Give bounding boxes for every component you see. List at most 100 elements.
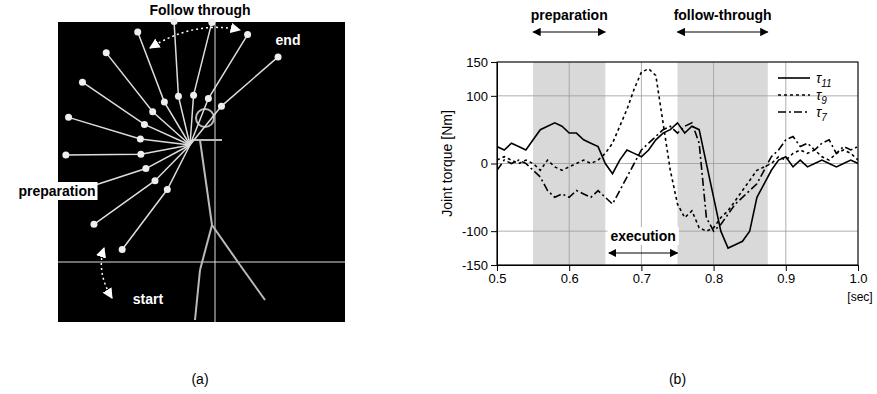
arm — [190, 57, 278, 145]
tick-label: -150 — [462, 258, 488, 273]
limb — [195, 270, 200, 320]
arm — [94, 145, 190, 224]
annotation-label: execution — [611, 228, 676, 244]
joint — [65, 114, 72, 121]
diagram-label: start — [133, 291, 164, 307]
series-line — [497, 123, 858, 231]
tick-label: 0.7 — [633, 271, 651, 286]
legend-swatch — [778, 111, 810, 113]
limb — [200, 225, 212, 270]
tick-mark — [858, 265, 859, 271]
y-axis-title: Joint torque [Nm] — [439, 110, 455, 217]
panel-b: 0.5 0.6 0.7 0.8 0.9 1.0 -150 -100 0 100 150 Joint t… — [439, 7, 873, 387]
annotation-group: execution — [608, 227, 679, 245]
legend-label: τ7 — [816, 104, 827, 123]
joint — [141, 121, 148, 128]
tick-mark — [491, 96, 497, 97]
label-background — [16, 182, 97, 200]
tick-label: 0.6 — [561, 271, 579, 286]
limb — [200, 140, 212, 225]
grid — [497, 62, 858, 265]
annotations: preparation follow-through execution — [531, 7, 772, 253]
crosshair — [215, 22, 216, 322]
axis-line — [497, 63, 498, 266]
tick: 0.8 — [705, 265, 723, 286]
joint — [151, 177, 158, 184]
arm — [138, 32, 190, 145]
tick-label: 0.8 — [705, 271, 723, 286]
joint — [175, 93, 182, 100]
diagram-label: end — [276, 32, 301, 48]
label-background — [608, 227, 679, 245]
tick-label: 0.5 — [488, 271, 506, 286]
axis-line — [498, 265, 859, 266]
joint — [244, 31, 251, 38]
joint — [142, 165, 149, 172]
tick: 0.9 — [777, 265, 795, 286]
caption: (a) — [191, 371, 208, 387]
panel-a: Follow through end preparation start (a) — [16, 2, 345, 387]
joint — [218, 103, 225, 110]
legend: τ11τ9τ7 — [778, 70, 832, 123]
joint — [90, 221, 97, 228]
tick: 0.7 — [633, 265, 651, 286]
diagram-title: Follow through — [149, 2, 250, 18]
motion-arrow — [150, 27, 240, 48]
joint — [79, 79, 86, 86]
tick-mark — [786, 265, 787, 271]
legend-swatch — [778, 94, 810, 96]
tick: 100 — [466, 88, 497, 103]
tick-mark — [569, 265, 570, 271]
joint — [103, 49, 110, 56]
tick-mark — [641, 265, 642, 271]
tick-label: 150 — [466, 55, 488, 70]
arm — [69, 117, 190, 145]
tick-mark — [491, 231, 497, 232]
tick: 0 — [481, 156, 497, 171]
tick: 150 — [466, 55, 497, 70]
tick-label: 1.0 — [849, 271, 867, 286]
arm — [66, 145, 190, 155]
tick-label: 100 — [466, 88, 488, 103]
caption: (b) — [669, 371, 686, 387]
span-arrow — [533, 31, 605, 32]
legend-swatch — [778, 77, 810, 79]
joint — [190, 92, 197, 99]
diagram-label: preparation — [18, 183, 95, 199]
tick-mark — [714, 265, 715, 271]
tick-label: -100 — [462, 224, 488, 239]
figure: Follow throughendpreparationstart(a)0.50… — [0, 0, 877, 394]
joint — [208, 19, 215, 26]
series-line — [497, 123, 858, 248]
limb — [192, 139, 222, 141]
limb — [240, 265, 265, 300]
plot-frame — [497, 62, 858, 265]
series-line — [497, 69, 858, 231]
joint — [134, 28, 141, 35]
joint — [119, 246, 126, 253]
motion-arrow — [101, 248, 112, 298]
tick-label: 0 — [481, 156, 488, 171]
stick-body — [192, 109, 265, 320]
joint — [275, 53, 282, 60]
tick: 0.6 — [561, 265, 579, 286]
joint — [171, 18, 178, 25]
joint — [161, 99, 168, 106]
tick-mark — [497, 265, 498, 271]
series-lines — [497, 69, 858, 248]
joint — [205, 95, 212, 102]
joint — [137, 136, 144, 143]
joint — [149, 108, 156, 115]
tick: -100 — [462, 224, 497, 239]
joint — [62, 152, 69, 159]
y-axis: -150 -100 0 100 150 — [462, 55, 498, 273]
span-arrow — [678, 31, 768, 32]
span-label: follow-through — [674, 7, 772, 23]
grid-line — [497, 95, 858, 96]
span-label: preparation — [531, 7, 608, 23]
limb — [212, 225, 240, 265]
x-axis: 0.5 0.6 0.7 0.8 0.9 1.0 — [488, 265, 867, 286]
tick: -150 — [462, 258, 497, 273]
span-arrow — [609, 252, 678, 253]
tick: 0.5 — [488, 265, 506, 286]
